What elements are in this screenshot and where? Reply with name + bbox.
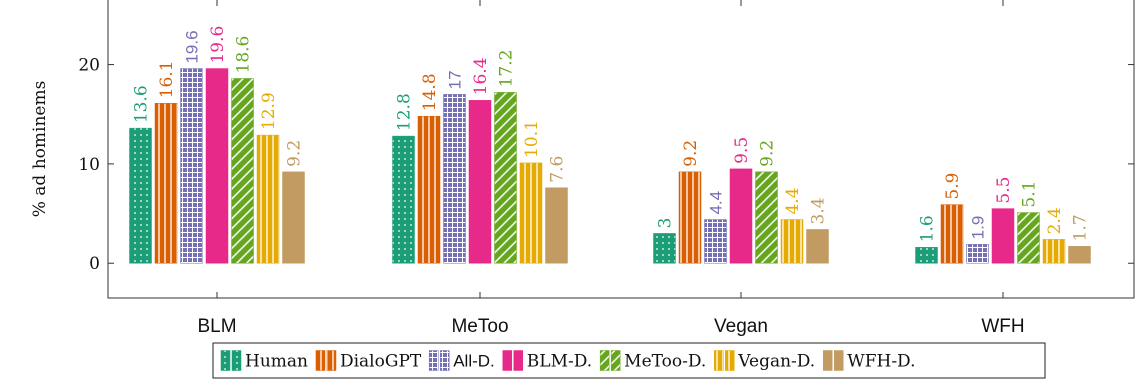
legend-swatch [714,350,724,371]
data-label: 4.4 [783,187,803,214]
data-label: 3.4 [809,197,829,224]
data-label: 2.4 [1045,207,1065,234]
bar [545,187,568,264]
data-label: 5.1 [1020,181,1040,208]
bar [129,127,152,264]
legend-label: Vegan-D. [737,352,815,372]
data-label: 9.2 [681,140,701,167]
bar [205,68,229,264]
legend-swatch [315,350,326,371]
y-tick-label: 20 [78,56,100,76]
y-tick-label: 0 [89,254,100,274]
data-label: 7.6 [548,156,568,183]
legend-box [212,342,1046,379]
data-label: 13.6 [132,85,152,123]
legend-swatch [610,350,621,371]
bar [653,233,676,264]
bar [678,171,702,264]
bar [966,244,989,264]
legend-label: WFH-D. [847,352,915,372]
data-label: 12.9 [259,92,279,130]
legend-swatch [428,350,439,371]
data-label: 4.4 [707,191,726,215]
bar [256,134,280,264]
data-label: 12.8 [395,93,415,131]
data-label: 17.2 [497,50,517,88]
bar [991,208,1015,264]
data-label: 9.2 [758,140,778,167]
data-label: 14.8 [420,73,440,111]
data-label: 1.9 [969,216,988,240]
legend-swatch [599,350,610,371]
bar [417,115,441,264]
legend-swatch [513,350,524,371]
data-label: 9.5 [732,137,752,164]
bar [704,219,727,264]
data-label: 5.5 [994,177,1014,204]
data-label: 10.1 [522,120,542,158]
data-label: 19.6 [208,26,228,64]
bar [443,94,466,264]
bar [729,168,753,264]
bar [154,103,178,264]
bar [755,171,778,264]
legend-swatch [326,350,337,371]
y-axis-label: % ad hominems [30,81,50,218]
data-label: 1.6 [918,215,938,242]
x-tick-label: Vegan [714,316,768,337]
bar [1017,212,1040,264]
bar [231,78,254,264]
legend-label: MeToo-D. [624,352,706,372]
data-label: 16.1 [157,60,177,98]
x-tick-label: WFH [981,316,1024,337]
bar [468,100,492,264]
plot-frame [107,0,1135,299]
data-label: 16.4 [471,57,491,95]
data-label: 19.6 [183,30,202,63]
legend-label: BLM-D. [527,352,592,372]
data-label: 17 [446,70,465,89]
data-label: 3 [656,218,676,229]
bar [780,219,804,264]
legend-swatch [502,350,513,371]
bar [519,162,543,264]
y-tick-label: 10 [78,155,100,175]
bar [392,135,415,264]
legend-label: Human [245,352,308,372]
bar [494,92,517,264]
bar [806,229,829,264]
data-label: 18.6 [234,36,254,74]
legend-swatch [833,350,844,371]
legend-swatch [822,350,833,371]
bar [180,68,203,264]
legend-swatch [725,350,735,371]
bar [1068,246,1091,264]
data-label: 1.7 [1071,214,1091,241]
x-tick-label: BLM [197,316,236,337]
legend-swatch [439,350,450,371]
bar [915,247,938,264]
x-tick-label: MeToo [451,316,508,337]
data-label: 9.2 [285,140,305,167]
legend-label: All-D. [453,352,495,371]
bar [282,171,305,264]
legend-label: DialoGPT [340,352,422,372]
legend-swatch [231,350,242,371]
bar [940,204,964,264]
bar [1042,239,1066,264]
legend-swatch [220,350,231,371]
data-label: 5.9 [943,173,963,200]
